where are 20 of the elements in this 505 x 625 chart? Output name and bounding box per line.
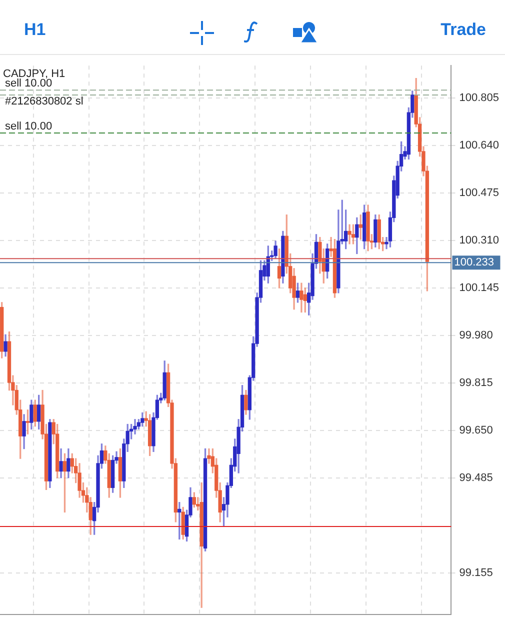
y-tick-label: 99.980 xyxy=(459,330,493,342)
text: Trade xyxy=(440,20,486,40)
ref-line-label: #2126830802 sl xyxy=(5,96,84,108)
y-tick-label: 100.310 xyxy=(459,234,500,246)
y-tick-label: 100.145 xyxy=(459,282,500,294)
ref-line-label: 100.233 xyxy=(454,256,494,269)
candlestick xyxy=(133,419,137,434)
ref-line-label: sell 10.00 xyxy=(5,78,52,90)
y-tick-label: 100.805 xyxy=(459,92,500,104)
text: H1 xyxy=(24,20,46,40)
y-tick-label: 99.155 xyxy=(459,567,493,580)
y-tick-label: 100.475 xyxy=(459,186,500,199)
candlestick xyxy=(207,448,211,464)
y-tick-label: 99.650 xyxy=(459,424,493,437)
candlestick xyxy=(348,224,352,244)
ref-line-label: sell 10.00 xyxy=(5,120,52,133)
candlestick xyxy=(384,236,388,250)
y-tick-label: 100.640 xyxy=(459,139,500,152)
y-tick-label: 99.485 xyxy=(459,472,493,484)
y-tick-label: 99.815 xyxy=(459,377,493,390)
